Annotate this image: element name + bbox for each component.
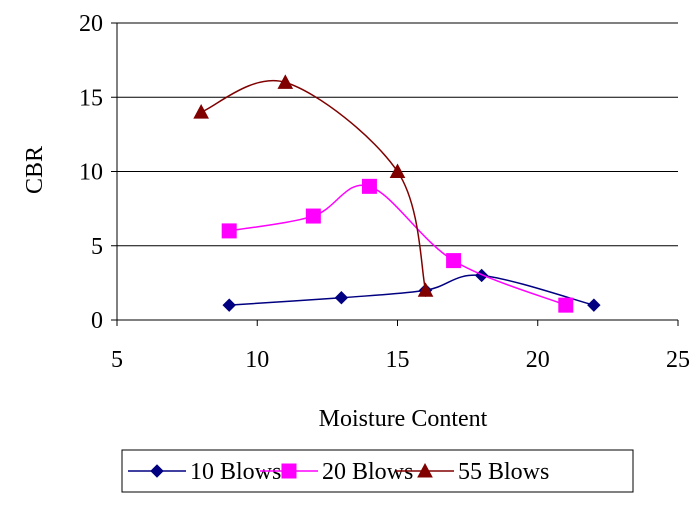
legend-label-3: 55 Blows xyxy=(458,459,549,485)
axes xyxy=(111,22,679,326)
legend-label-1: 10 Blows xyxy=(190,459,281,485)
y-axis-label: CBR xyxy=(22,146,48,194)
gridlines xyxy=(117,22,678,247)
data-point-series-1 xyxy=(334,291,349,305)
x-tick-label: 25 xyxy=(666,347,690,373)
data-point-series-1 xyxy=(587,298,601,312)
legend-marker-2 xyxy=(281,463,297,479)
y-tick-label: 15 xyxy=(79,85,103,111)
series-line-3 xyxy=(200,79,427,291)
series-line-2 xyxy=(229,184,567,306)
legend-box xyxy=(121,449,634,493)
y-tick-label: 10 xyxy=(79,160,103,186)
x-tick-label: 10 xyxy=(245,347,269,373)
legend-marker-1 xyxy=(150,464,164,478)
data-point-series-3 xyxy=(277,74,294,89)
x-tick-label: 5 xyxy=(111,347,123,373)
y-tick-label: 0 xyxy=(91,308,103,334)
data-point-series-2 xyxy=(221,223,237,239)
data-point-series-1 xyxy=(474,268,489,283)
data-point-series-2 xyxy=(305,208,321,224)
data-point-series-2 xyxy=(446,253,462,269)
x-axis-label: Moisture Content xyxy=(319,406,488,432)
data-point-series-1 xyxy=(222,298,236,312)
y-tick-label: 5 xyxy=(91,234,103,260)
data-point-series-2 xyxy=(558,297,574,313)
series-group xyxy=(193,74,601,313)
data-point-series-3 xyxy=(389,163,406,178)
data-point-series-3 xyxy=(417,282,434,297)
data-point-series-2 xyxy=(361,178,377,194)
series-line-1 xyxy=(229,274,595,306)
legend: 10 Blows 20 Blows 55 Blows xyxy=(121,449,634,493)
y-tick-label: 20 xyxy=(79,11,103,37)
x-tick-label: 20 xyxy=(526,347,550,373)
data-point-series-3 xyxy=(193,104,209,119)
legend-marker-3 xyxy=(417,462,433,478)
legend-label-2: 20 Blows xyxy=(322,459,413,485)
x-tick-label: 15 xyxy=(386,347,410,373)
